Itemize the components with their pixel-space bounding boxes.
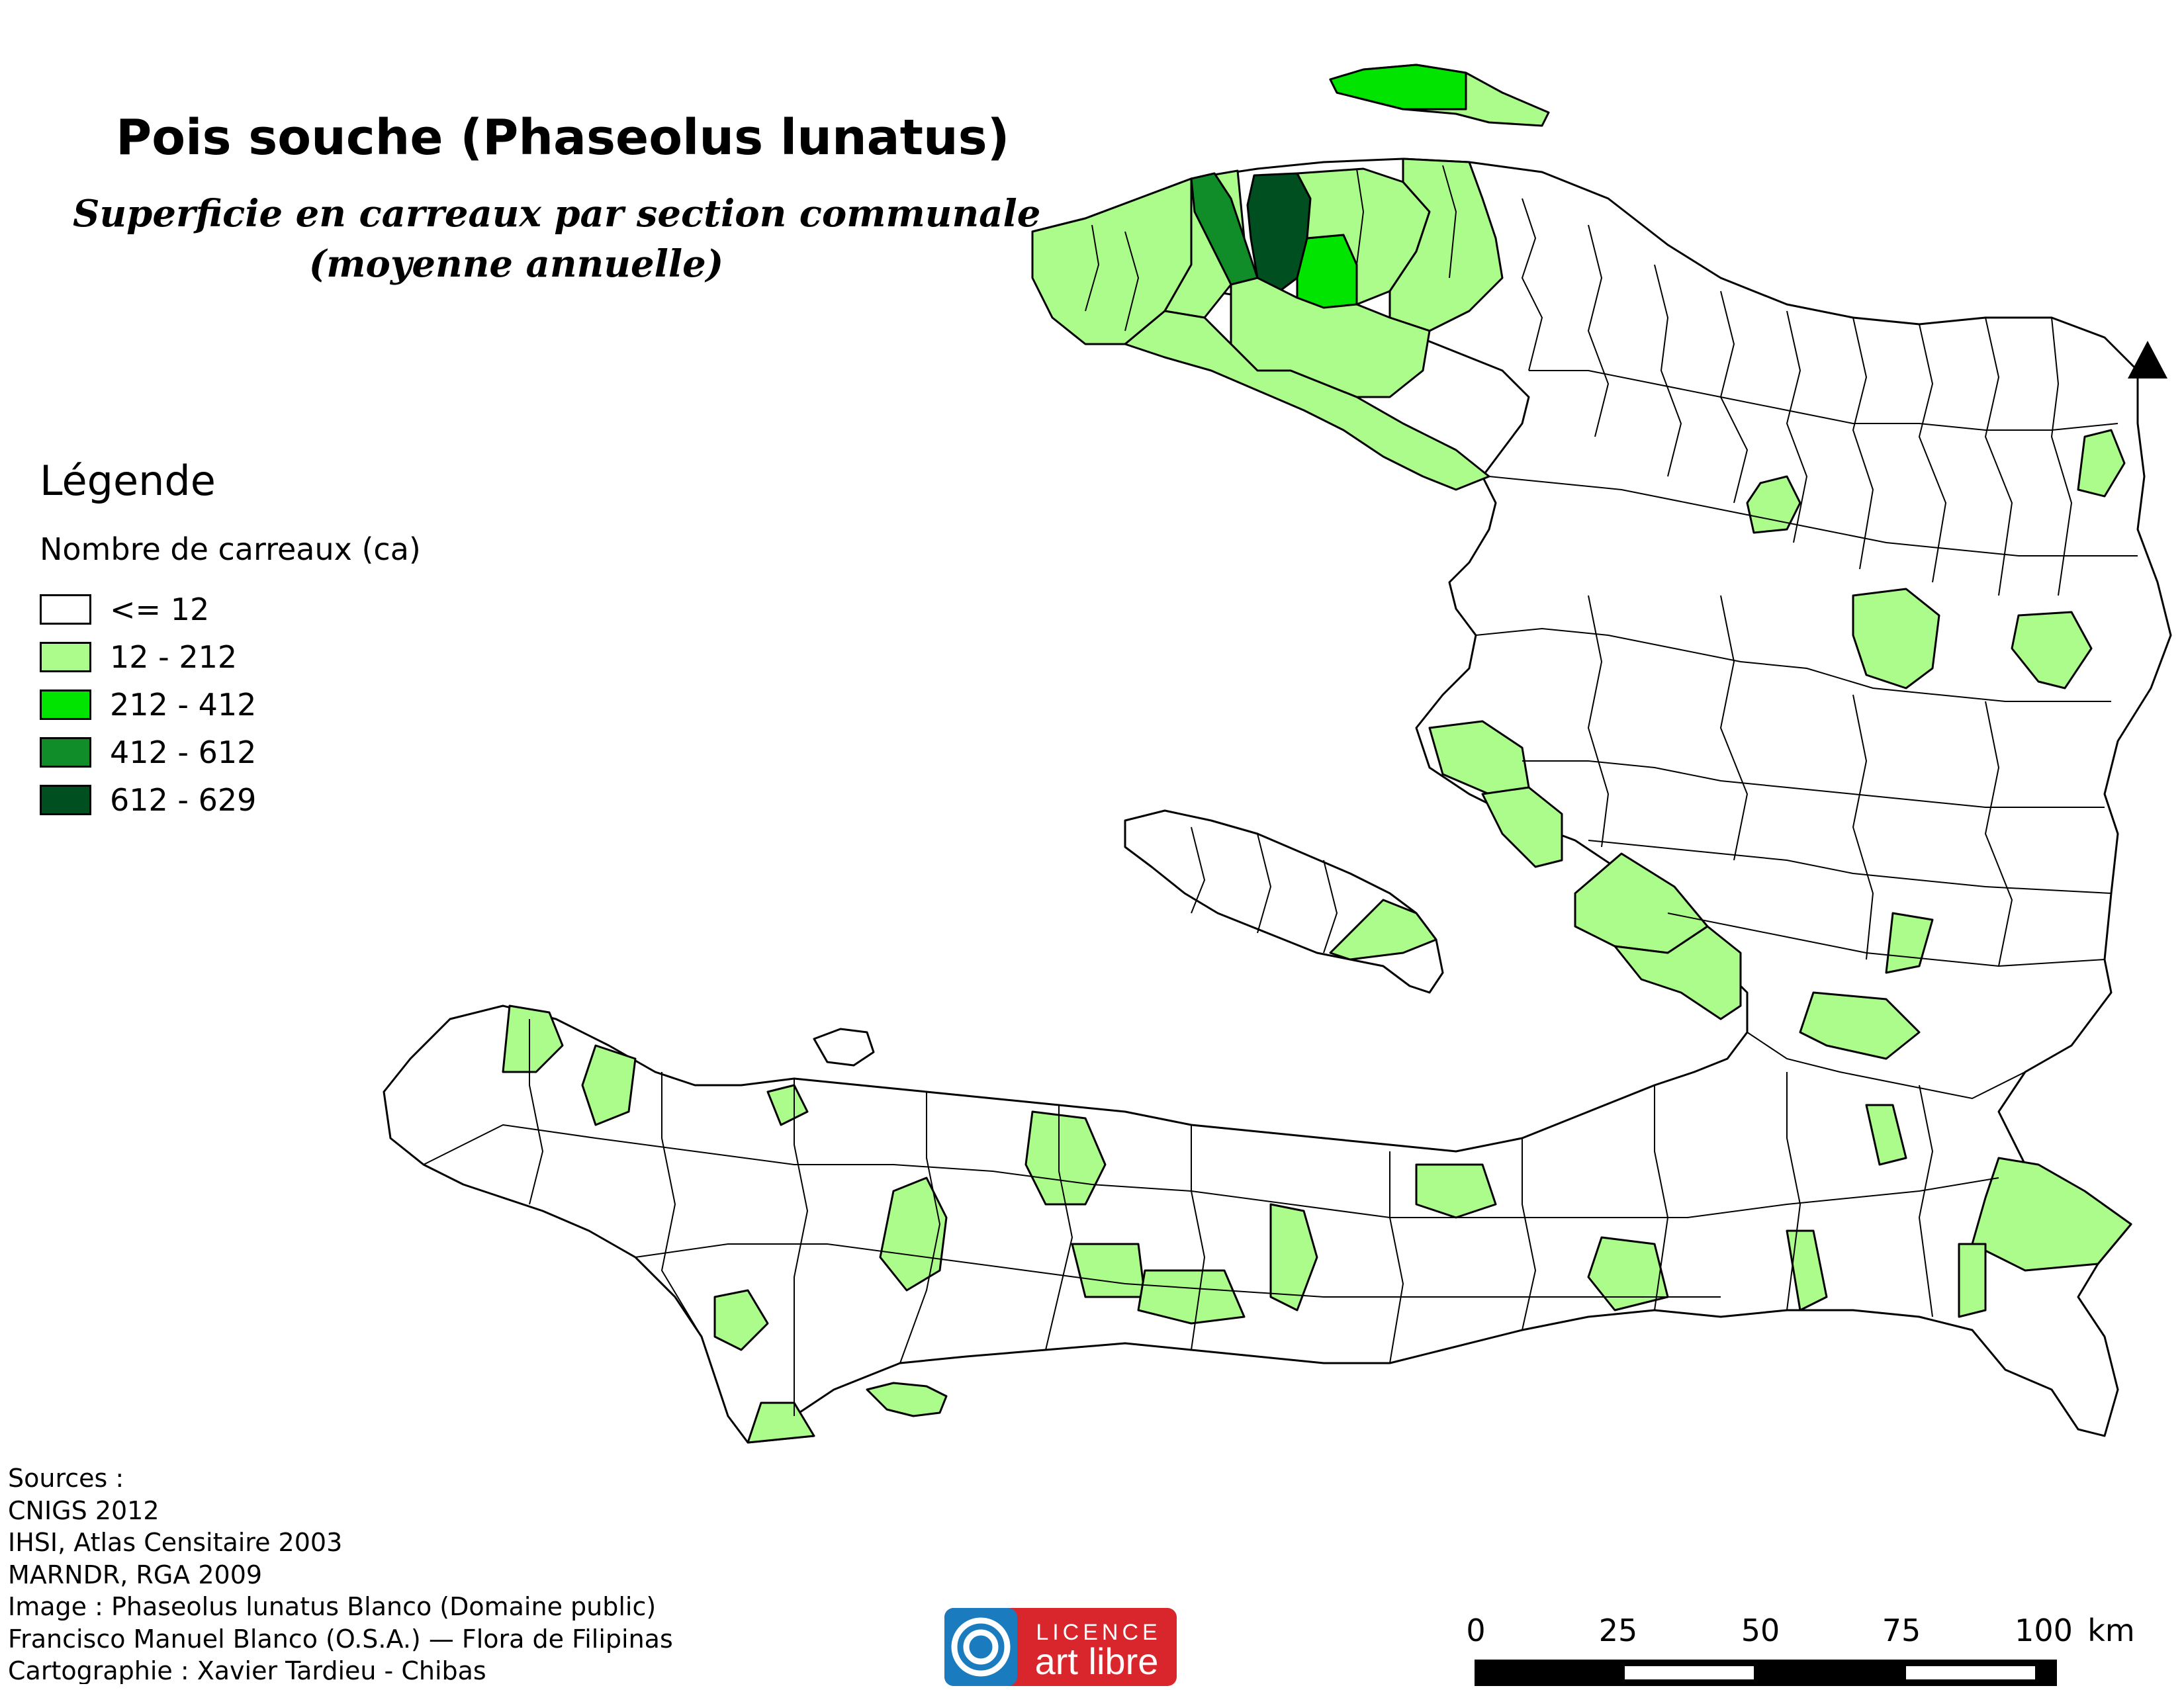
scale-label-25: 25 (1599, 1613, 1638, 1648)
map-subtitle: Superficie en carreaux par section commu… (73, 189, 1041, 289)
circle-logo-icon (951, 1617, 1011, 1677)
legend-label: 612 - 629 (110, 782, 257, 818)
license-line-2: art libre (1035, 1640, 1159, 1682)
section-west-coast-2 (1481, 786, 1563, 868)
section-grandanse-1 (502, 1004, 564, 1073)
legend-swatch (40, 689, 91, 720)
legend-label: 412 - 612 (110, 734, 257, 770)
island-vache (866, 1382, 948, 1417)
scale-label-0: 0 (1466, 1613, 1485, 1648)
section-south-6 (747, 1401, 815, 1444)
legend-label: 212 - 412 (110, 687, 257, 723)
section-north-1 (1296, 167, 1431, 306)
source-line: Image : Phaseolus lunatus Blanco (Domain… (8, 1592, 657, 1621)
source-line: Cartographie : Xavier Tardieu - Chibas (8, 1656, 486, 1684)
section-west-4 (1799, 991, 1921, 1060)
legend-title: Légende (40, 457, 216, 505)
legend-row: <= 12 (40, 586, 421, 633)
section-grandanse-2 (581, 1044, 637, 1126)
subtitle-line-2: (moyenne annuelle) (308, 242, 724, 286)
source-line: Francisco Manuel Blanco (O.S.A.) — Flora… (8, 1624, 673, 1654)
section-south-5 (713, 1289, 769, 1351)
section-nippes-1 (766, 1084, 809, 1126)
legend-row: 12 - 212 (40, 633, 421, 681)
scale-unit: km (2087, 1613, 2134, 1648)
section-northwest-coast (1124, 310, 1490, 491)
legend-row: 212 - 412 (40, 681, 421, 729)
legend-subtitle: Nombre de carreaux (ca) (40, 531, 421, 567)
scale-bar: 0 25 50 75 100 km (1456, 1601, 2184, 1687)
map-title: Pois souche (Phaseolus lunatus) (116, 109, 1010, 166)
license-line-1: LICENCE (1036, 1620, 1161, 1645)
section-south-1 (879, 1177, 948, 1292)
section-southeast-3 (1786, 1229, 1828, 1312)
source-line: MARNDR, RGA 2009 (8, 1560, 263, 1589)
legend-row: 612 - 629 (40, 776, 421, 824)
section-southeast-2 (1587, 1236, 1669, 1312)
section-southeast-5 (1958, 1243, 1987, 1318)
legend-swatch (40, 594, 91, 625)
commune-boundaries (423, 165, 2138, 1416)
section-gonave-1 (1329, 899, 1437, 961)
section-southeast-4 (1865, 1104, 1907, 1166)
section-centre-2 (2011, 611, 2093, 689)
island-cayemites (813, 1028, 875, 1067)
north-arrow (2124, 337, 2171, 386)
legend-label: <= 12 (110, 592, 210, 627)
section-south-2 (1024, 1110, 1107, 1206)
source-line: Sources : (8, 1464, 124, 1493)
legend-row: 412 - 612 (40, 729, 421, 776)
section-southwest-2 (1415, 1163, 1497, 1219)
section-artibonite-1 (1746, 475, 1801, 534)
section-west-2 (1614, 925, 1742, 1020)
legend-swatch (40, 785, 91, 815)
section-south-4 (1137, 1269, 1246, 1325)
legend-label: 12 - 212 (110, 639, 238, 675)
legend-classes: <= 12 12 - 212 212 - 412 412 - 612 612 - 629 (40, 586, 421, 824)
legend-swatch (40, 642, 91, 672)
source-line: IHSI, Atlas Censitaire 2003 (8, 1528, 343, 1557)
mainland-outline (383, 157, 2172, 1444)
section-east-1 (2077, 429, 2126, 498)
subtitle-line-1: Superficie en carreaux par section commu… (73, 192, 1041, 236)
scale-label-100: 100 (2015, 1613, 2073, 1648)
scale-label-75: 75 (1882, 1613, 1921, 1648)
island-gonave (1124, 809, 1444, 994)
sources-block: Sources : CNIGS 2012 IHSI, Atlas Censitair… (8, 1462, 673, 1684)
legend: Légende Nombre de carreaux (ca) <= 12 12 … (40, 457, 421, 824)
section-centre-1 (1852, 588, 1940, 689)
license-badge: LICENCE art libre (944, 1608, 1177, 1686)
section-southwest-1 (1269, 1203, 1318, 1312)
legend-swatch (40, 737, 91, 768)
section-south-3 (1071, 1243, 1146, 1298)
section-southeast-1 (1971, 1157, 2132, 1272)
scale-label-50: 50 (1741, 1613, 1780, 1648)
region-tortuga-west (1329, 64, 1467, 111)
license-logo: LICENCE art libre (943, 1607, 1178, 1687)
north-arrow-icon (2128, 341, 2167, 378)
source-line: CNIGS 2012 (8, 1495, 159, 1525)
